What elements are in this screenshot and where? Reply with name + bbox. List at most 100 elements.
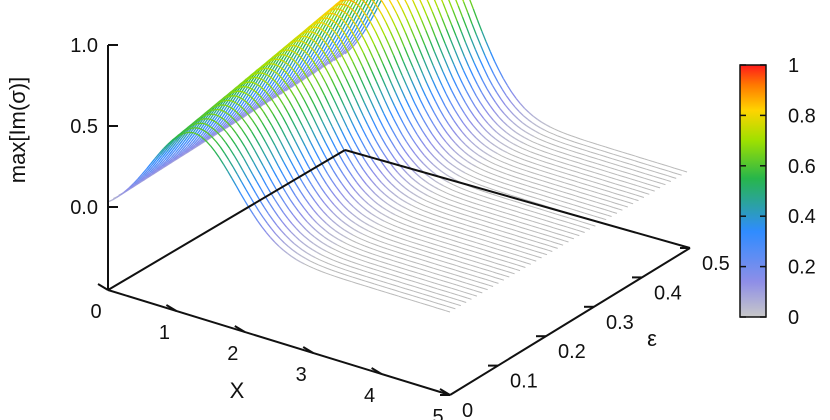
surface-segment (442, 164, 448, 169)
surface-segment (274, 199, 280, 207)
surface-segment (224, 111, 230, 116)
surface-segment (441, 170, 447, 175)
surface-segment (461, 188, 467, 191)
surface-segment (235, 185, 242, 194)
surface-segment (603, 155, 608, 158)
surface-segment (229, 120, 235, 126)
surface-segment (452, 283, 457, 286)
surface-segment (253, 109, 259, 117)
surface-segment (485, 186, 490, 189)
surface-segment (266, 59, 272, 63)
surface-segment (582, 148, 587, 152)
surface-segment (221, 121, 227, 128)
surface-segment (336, 216, 342, 221)
surface-segment (356, 278, 362, 281)
surface-segment (546, 162, 552, 165)
surface-segment (312, 173, 318, 182)
surface-segment (175, 146, 181, 153)
surface-segment (303, 50, 310, 56)
surface-segment (374, 94, 381, 105)
surface-segment (422, 163, 429, 169)
surface-segment (424, 108, 430, 117)
surface-segment (611, 158, 617, 161)
surface-segment (355, 24, 361, 33)
surface-segment (365, 27, 371, 37)
surface-segment (616, 193, 622, 196)
surface-segment (484, 244, 490, 248)
surface-segment (303, 207, 309, 214)
surface-segment (473, 270, 479, 273)
surface-segment (164, 154, 170, 161)
surface-segment (459, 175, 465, 179)
surface-segment (578, 181, 584, 185)
surface-segment (505, 157, 511, 161)
surface-segment (432, 191, 438, 195)
surface-segment (223, 152, 230, 161)
surface-segment (433, 186, 439, 190)
surface-segment (554, 222, 560, 226)
surface-segment (540, 127, 546, 131)
surface-segment (222, 123, 228, 129)
surface-segment (422, 293, 427, 296)
surface-segment (208, 124, 214, 129)
surface-segment (218, 101, 224, 108)
surface-segment (443, 261, 449, 264)
surface-segment (417, 218, 423, 221)
surface-segment (593, 215, 598, 218)
surface-segment (456, 284, 462, 287)
surface-segment (361, 9, 368, 17)
surface-segment (587, 145, 592, 148)
surface-segment (402, 243, 407, 246)
surface-segment (177, 149, 183, 156)
surface-segment (504, 221, 509, 225)
surface-segment (472, 124, 478, 131)
surface-segment (500, 201, 505, 204)
surface-segment (416, 201, 422, 205)
surface-segment (566, 192, 572, 195)
surface-segment (473, 251, 479, 254)
surface-segment (516, 125, 522, 130)
surface-segment (370, 22, 376, 32)
surface-segment (326, 267, 332, 271)
surface-segment (158, 148, 165, 154)
surface-segment (483, 210, 489, 213)
surface-segment (403, 193, 409, 198)
surface-segment (406, 202, 412, 206)
surface-segment (497, 153, 502, 157)
surface-segment (469, 109, 475, 117)
surface-segment (425, 221, 431, 224)
surface-segment (470, 245, 476, 248)
surface-segment (493, 144, 499, 149)
surface-segment (304, 87, 311, 97)
surface-segment (525, 209, 531, 212)
surface-segment (445, 197, 451, 201)
surface-segment (513, 258, 519, 261)
surface-segment (222, 127, 228, 133)
surface-segment (245, 135, 251, 144)
surface-segment (379, 148, 386, 156)
surface-segment (278, 245, 284, 251)
surface-segment (345, 248, 350, 252)
surface-segment (444, 276, 450, 279)
surface-segment (635, 194, 640, 197)
surface-segment (396, 0, 399, 2)
surface-segment (511, 228, 517, 232)
surface-segment (303, 50, 309, 59)
surface-segment (400, 211, 406, 215)
surface-segment (276, 70, 282, 79)
surface-segment (304, 263, 310, 267)
surface-segment (407, 279, 412, 282)
surface-segment (431, 238, 436, 241)
surface-segment (611, 196, 617, 200)
z-ticks: 1.0 0.5 0.0 (70, 35, 118, 219)
surface-segment (271, 125, 277, 134)
surface-segment (521, 207, 527, 211)
surface-segment (537, 118, 542, 123)
surface-segment (325, 82, 331, 92)
surface-segment (348, 202, 354, 208)
surface-segment (457, 226, 462, 229)
surface-segment (498, 244, 504, 247)
surface-segment (166, 145, 172, 153)
surface-segment (422, 254, 428, 257)
surface-segment (377, 289, 382, 292)
